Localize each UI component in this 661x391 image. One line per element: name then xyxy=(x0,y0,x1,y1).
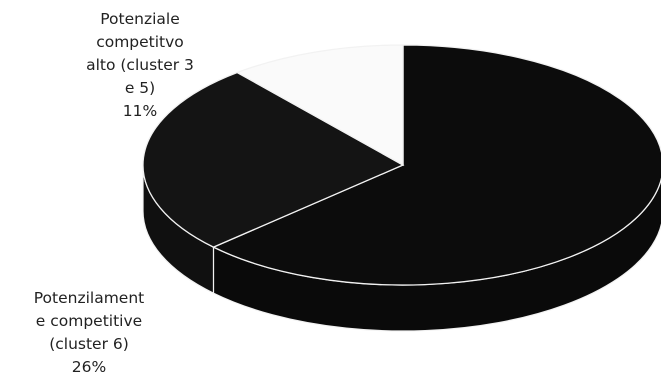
slice-value-cluster-6: 26% xyxy=(71,358,107,376)
pie-top-slice-0 xyxy=(211,44,661,286)
slice-label-cluster-3-5: Potenziale competitvo alto (cluster 3 e … xyxy=(50,8,230,123)
pie-top-slice-1 xyxy=(142,71,405,248)
pie-top-layer xyxy=(142,44,661,286)
slice-value-cluster-3-5: 11% xyxy=(122,102,158,120)
slice-label-cluster-6: Potenzilament e competitive (cluster 6) … xyxy=(2,287,176,379)
pie-top-slice-2 xyxy=(235,44,404,167)
